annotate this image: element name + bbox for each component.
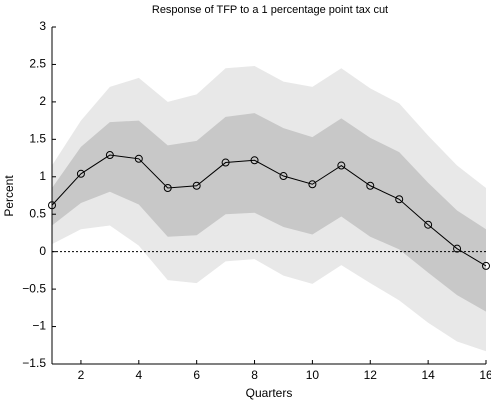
- y-tick-label: 1.5: [29, 132, 46, 146]
- marker: [308, 180, 317, 189]
- marker: [163, 184, 172, 193]
- x-tick-label: 10: [306, 368, 320, 382]
- x-tick-label: 6: [193, 368, 200, 382]
- x-tick-label: 4: [135, 368, 142, 382]
- marker: [76, 169, 85, 178]
- x-tick-label: 12: [364, 368, 378, 382]
- y-tick-label: −0.5: [22, 281, 46, 295]
- x-axis-label: Quarters: [246, 386, 293, 400]
- marker: [279, 172, 288, 181]
- marker: [105, 151, 114, 160]
- x-tick-label: 16: [479, 368, 491, 382]
- marker: [453, 244, 462, 253]
- marker: [192, 181, 201, 190]
- x-tick-label: 14: [421, 368, 435, 382]
- marker: [482, 261, 490, 270]
- y-tick-label: 3: [39, 19, 46, 33]
- confidence-band: [52, 113, 486, 312]
- y-tick-label: −1: [32, 319, 46, 333]
- y-axis-label: Percent: [2, 175, 16, 217]
- marker: [134, 154, 143, 163]
- y-tick-label: 2: [39, 94, 46, 108]
- marker: [366, 181, 375, 190]
- x-tick-label: 2: [78, 368, 85, 382]
- marker: [395, 195, 404, 204]
- line: [51, 154, 487, 267]
- y-tick-label: 0.5: [29, 206, 46, 220]
- y-tick-label: −1.5: [22, 356, 46, 370]
- chart-title: Response of TFP to a 1 percentage point …: [152, 4, 388, 16]
- marker: [221, 158, 230, 167]
- marker: [337, 161, 346, 170]
- y-tick-label: 0: [39, 244, 46, 258]
- y-tick-label: 2.5: [29, 57, 46, 71]
- marker: [424, 220, 433, 229]
- marker: [250, 156, 259, 165]
- y-tick-label: 1: [39, 169, 46, 183]
- x-tick-label: 8: [251, 368, 258, 382]
